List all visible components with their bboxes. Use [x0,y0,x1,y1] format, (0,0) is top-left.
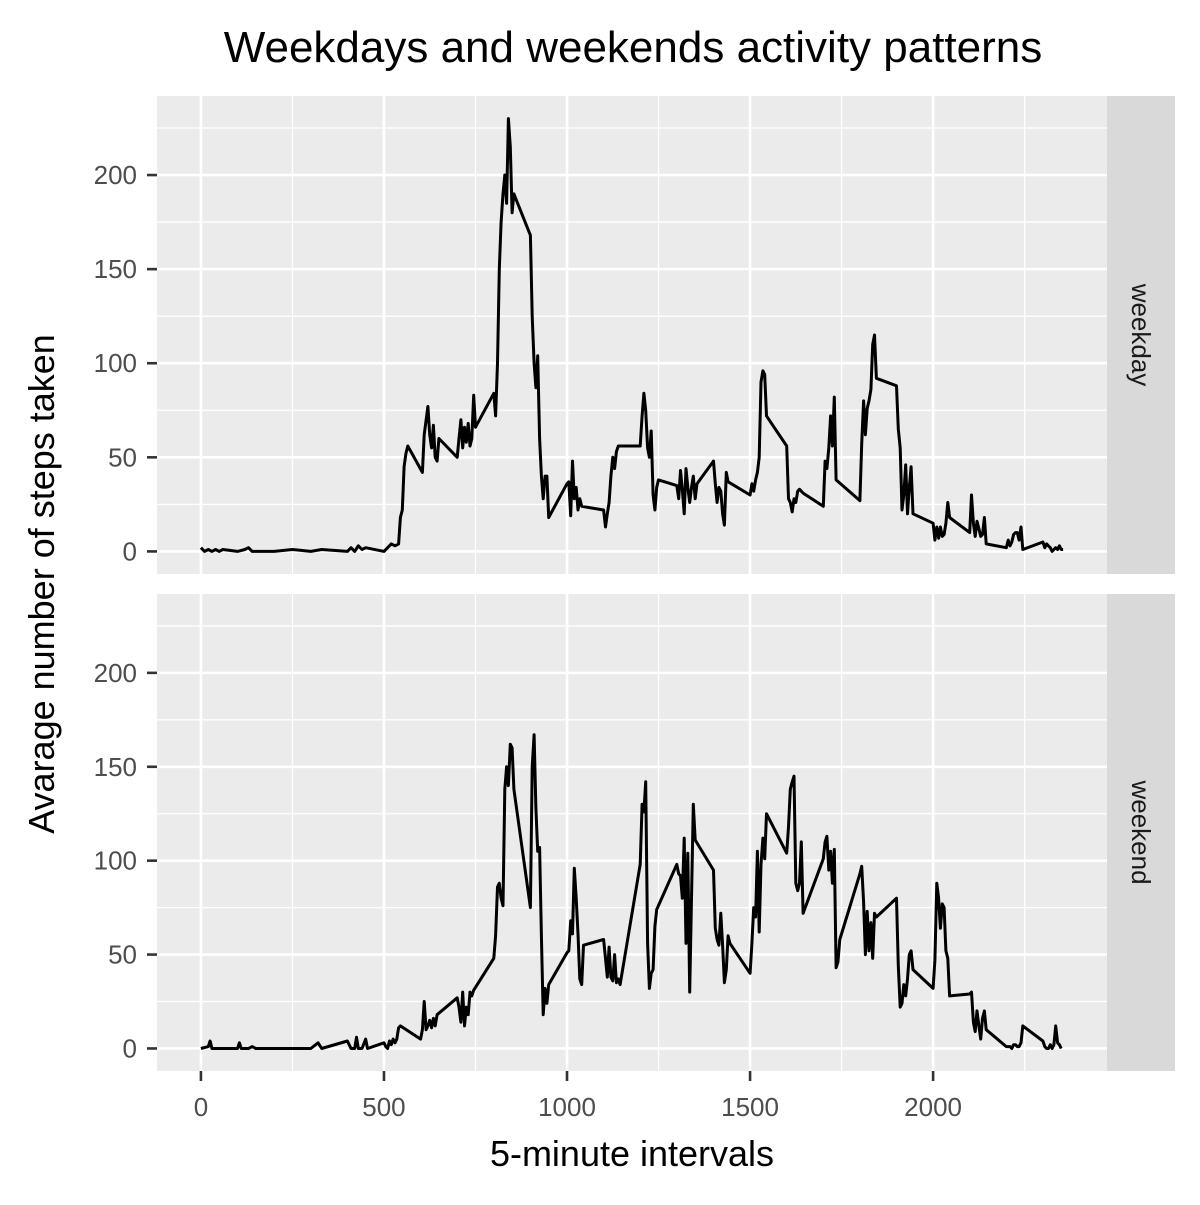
x-tick-label: 1500 [721,1092,779,1122]
x-tick-label: 500 [362,1092,405,1122]
x-tick-label: 1000 [538,1092,596,1122]
panel-background [157,96,1107,574]
facet-strip [1107,96,1175,574]
y-tick-label: 50 [108,442,137,472]
y-tick-label: 150 [94,752,137,782]
facet-strip-label: weekend [1126,779,1156,884]
y-axis-title: Avarage number of steps taken [21,334,62,834]
panel-background [157,594,1107,1071]
panel-weekend: 0 50 100 150 200 weekend 0 500 1000 1500 2000 [94,594,1175,1122]
y-tick-label: 100 [94,348,137,378]
x-tick-label: 2000 [904,1092,962,1122]
series-line-weekend [200,733,1063,1050]
y-tick-label: 200 [94,160,137,190]
y-tick-label: 50 [108,940,137,970]
facet-strip-label: weekday [1126,283,1156,387]
y-tick-label: 150 [94,254,137,284]
y-tick-label: 0 [123,536,137,566]
series-line-weekday [199,117,1064,553]
facet-strip [1107,594,1175,1071]
chart-title: Weekdays and weekends activity patterns [224,23,1043,72]
panel-weekday: 0 50 100 150 200 weekday [94,96,1175,574]
x-axis-title: 5-minute intervals [490,1133,774,1174]
x-tick-label: 0 [194,1092,208,1122]
y-tick-label: 0 [123,1033,137,1063]
y-tick-label: 200 [94,658,137,688]
y-tick-label: 100 [94,846,137,876]
